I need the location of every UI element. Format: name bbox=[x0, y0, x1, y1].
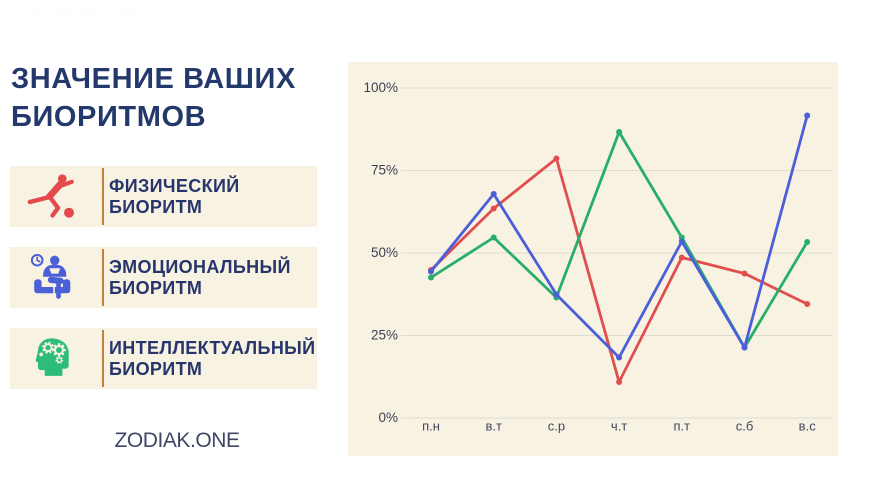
svg-text:п.н: п.н bbox=[422, 419, 440, 434]
svg-text:50%: 50% bbox=[371, 245, 398, 260]
svg-text:с.б: с.б bbox=[736, 419, 754, 434]
svg-text:в.т: в.т bbox=[485, 419, 502, 434]
svg-text:0%: 0% bbox=[378, 410, 398, 425]
svg-text:75%: 75% bbox=[371, 162, 398, 177]
svg-text:100%: 100% bbox=[363, 80, 398, 95]
svg-text:25%: 25% bbox=[371, 327, 398, 342]
svg-text:в.с: в.с bbox=[799, 419, 817, 434]
svg-text:п.т: п.т bbox=[673, 419, 690, 434]
svg-text:ч.т: ч.т bbox=[611, 419, 627, 434]
svg-text:с.р: с.р bbox=[548, 419, 565, 434]
